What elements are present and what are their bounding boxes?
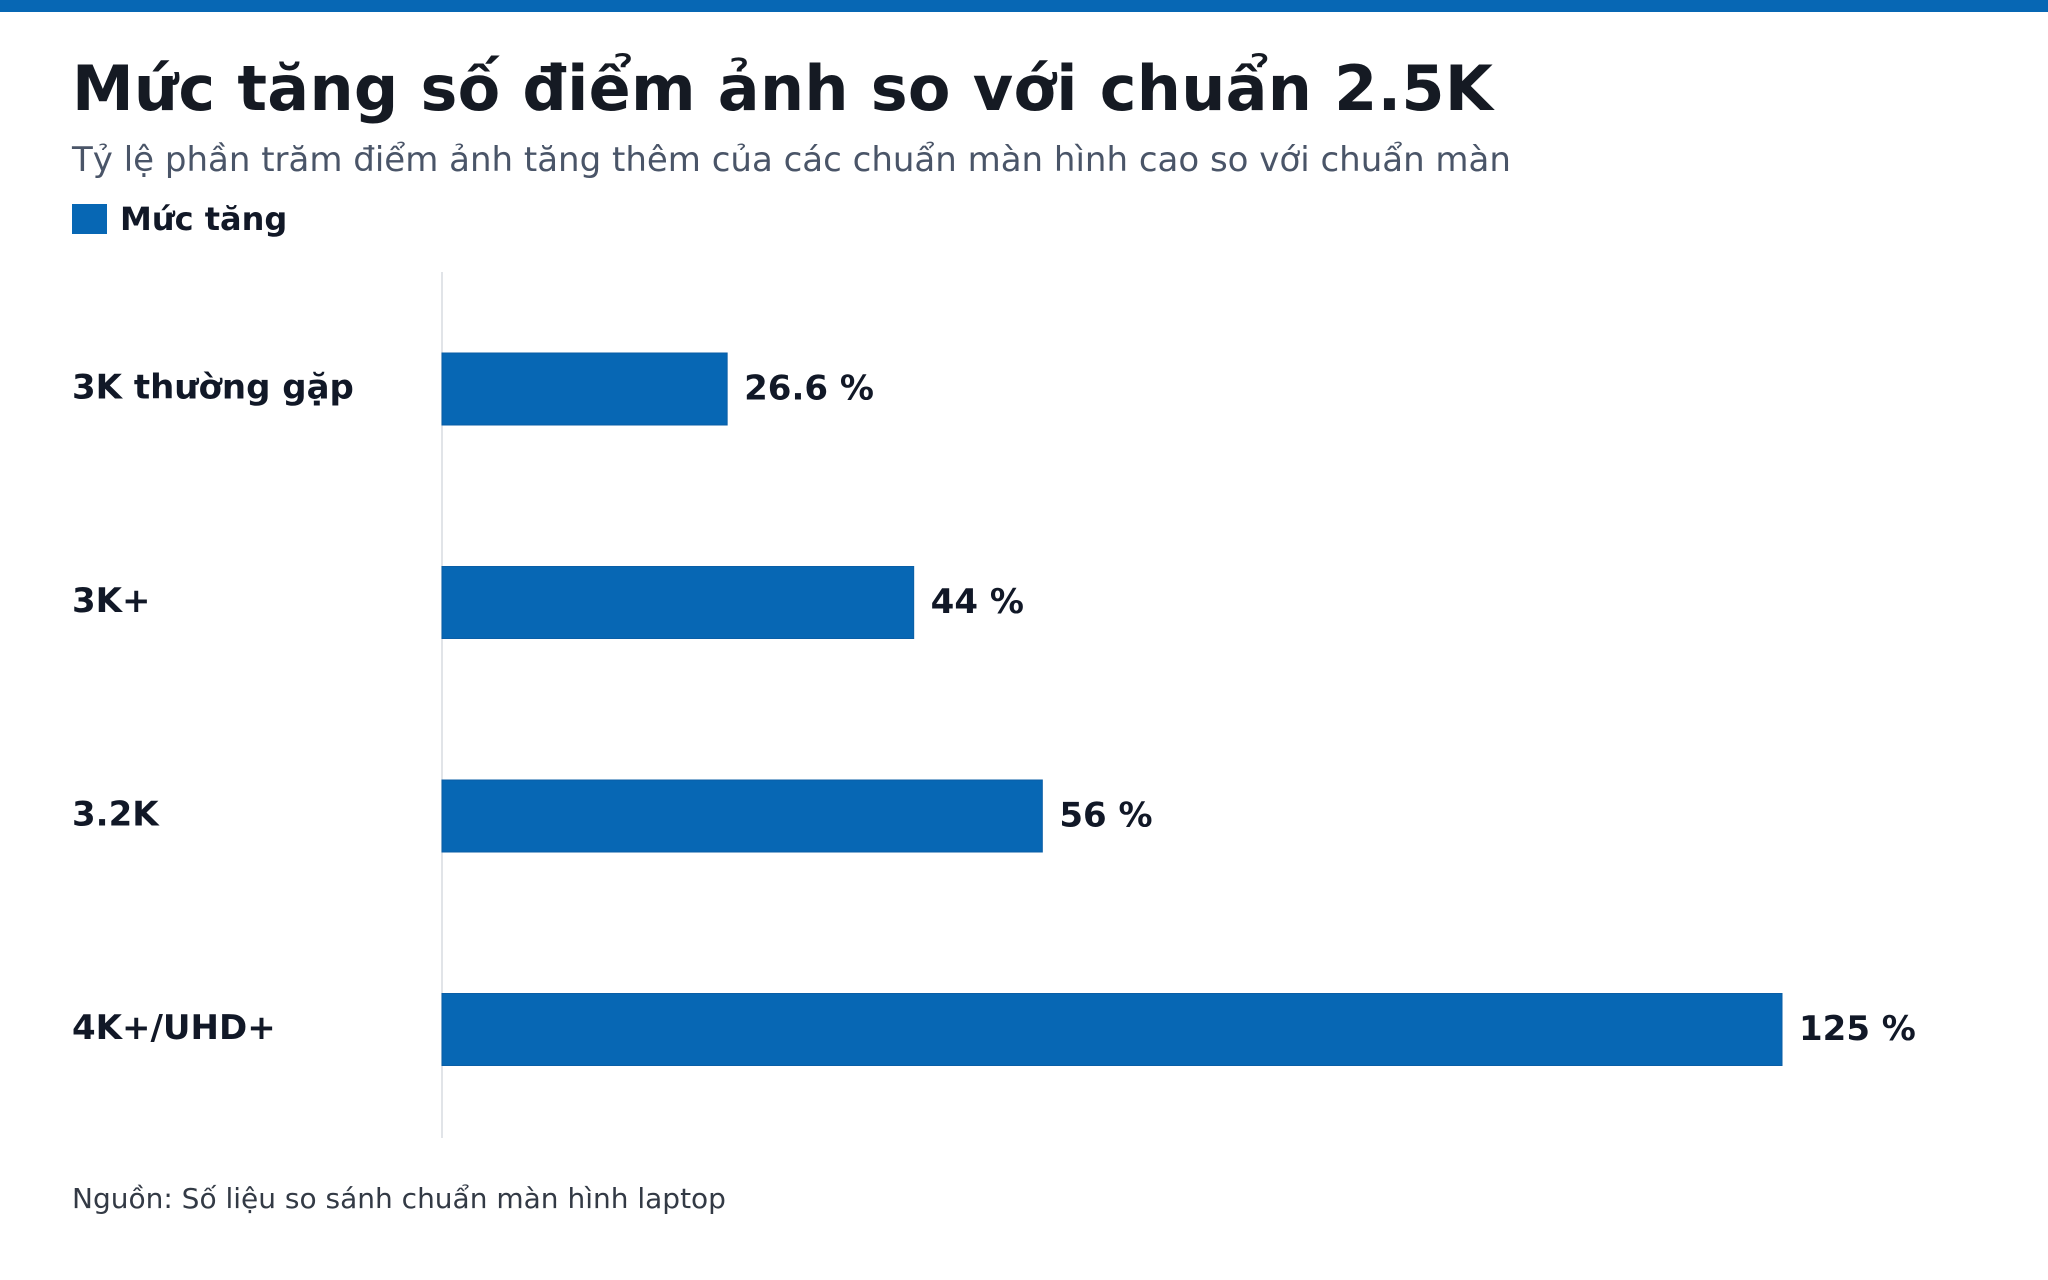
category-label: 4K+/UHD+ [72,1008,276,1048]
chart-subtitle: Tỷ lệ phần trăm điểm ảnh tăng thêm của c… [72,140,1511,180]
bar [441,779,1043,853]
chart-title: Mức tăng số điểm ảnh so với chuẩn 2.5K [72,52,1494,125]
category-label: 3K+ [72,581,151,621]
data-label: 26.6 % [744,369,874,409]
bar [441,993,1783,1066]
bar [441,566,915,639]
bar [441,352,728,426]
data-label: 44 % [931,582,1024,622]
legend-swatch [72,204,107,234]
source-note: Nguồn: Số liệu so sánh chuẩn màn hình la… [72,1182,726,1215]
top-accent-bar [0,0,2048,12]
data-label: 56 % [1059,796,1152,836]
category-label: 3K thường gặp [72,368,354,408]
data-label: 125 % [1799,1009,1916,1049]
category-label: 3.2K [72,795,160,835]
legend: Mức tăng [72,200,287,238]
legend-label: Mức tăng [120,200,288,238]
